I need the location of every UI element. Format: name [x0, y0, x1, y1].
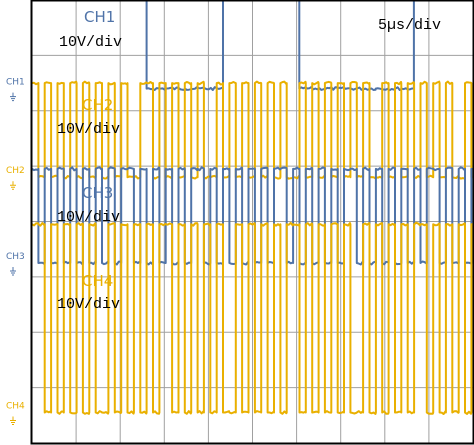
ch1-ref-marker: CH1	[6, 78, 25, 88]
ground-icon	[10, 181, 16, 190]
ground-icon	[10, 92, 16, 102]
ch1-name: CH1	[84, 8, 115, 26]
timebase-label: 5µs/div	[378, 17, 441, 34]
ch4-name: CH4	[82, 272, 113, 290]
ch3-scale: 10V/div	[57, 209, 120, 226]
ground-icon	[10, 267, 16, 276]
ch4-ref-marker: CH4	[6, 402, 25, 412]
ground-icon	[10, 416, 16, 426]
ch1-scale: 10V/div	[59, 34, 122, 51]
ch2-name: CH2	[82, 96, 113, 114]
ch3-ref-marker: CH3	[6, 252, 25, 262]
graticule	[32, 0, 473, 443]
traces	[31, 0, 473, 415]
ch2-scale: 10V/div	[57, 121, 120, 138]
ch3-name: CH3	[82, 184, 113, 202]
ch4-trace	[31, 221, 473, 415]
ch2-ref-marker: CH2	[6, 166, 25, 176]
ch4-scale: 10V/div	[57, 296, 120, 313]
channel-markers: CH1 CH2 CH3 CH4	[6, 78, 25, 426]
